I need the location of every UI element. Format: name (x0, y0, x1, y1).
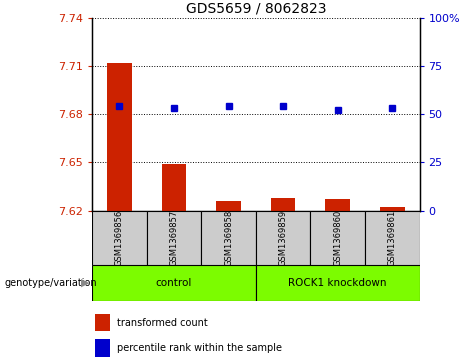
Text: GSM1369861: GSM1369861 (388, 210, 397, 266)
Bar (256, 211, 310, 265)
Text: transformed count: transformed count (117, 318, 207, 327)
Text: GSM1369857: GSM1369857 (170, 210, 178, 266)
Text: GSM1369860: GSM1369860 (333, 210, 342, 266)
Bar (201, 211, 256, 265)
Text: GSM1369859: GSM1369859 (278, 210, 288, 266)
Bar (310, 211, 365, 265)
Text: ▶: ▶ (82, 278, 90, 288)
Bar (256, 265, 420, 301)
Bar (162, 164, 186, 211)
Text: GSM1369858: GSM1369858 (224, 210, 233, 266)
Bar (92, 211, 147, 265)
Bar (380, 207, 404, 211)
Title: GDS5659 / 8062823: GDS5659 / 8062823 (186, 1, 326, 16)
Text: ROCK1 knockdown: ROCK1 knockdown (289, 278, 387, 288)
Text: control: control (156, 278, 192, 288)
Bar (92, 265, 256, 301)
Bar (365, 211, 420, 265)
Text: GSM1369856: GSM1369856 (115, 210, 124, 266)
Text: percentile rank within the sample: percentile rank within the sample (117, 343, 282, 353)
Bar (325, 199, 350, 211)
Bar (95, 339, 110, 357)
Bar (216, 201, 241, 211)
Bar (95, 314, 110, 331)
Text: genotype/variation: genotype/variation (5, 278, 97, 288)
Bar (107, 63, 132, 211)
Bar (147, 211, 201, 265)
Bar (271, 198, 296, 211)
